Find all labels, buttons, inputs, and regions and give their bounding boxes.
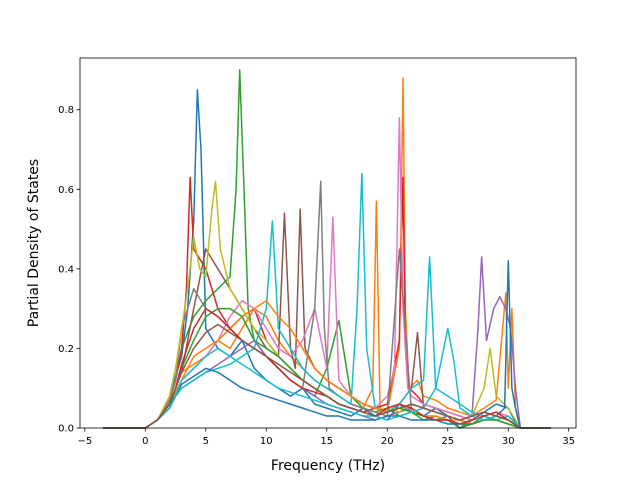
y-tick-label: 0.4 [58,264,74,275]
x-tick-label: 20 [381,436,394,447]
x-tick-label: 5 [203,436,209,447]
series-line-16 [102,323,551,429]
x-tick-label: 25 [441,436,454,447]
y-tick-label: 0.6 [58,185,74,196]
x-tick-label: 30 [502,436,515,447]
x-tick-label: 15 [320,436,333,447]
series-line-10 [102,172,551,429]
x-tick-label: 0 [142,436,148,447]
series-line-15 [102,327,551,429]
y-tick-label: 0.0 [58,424,74,435]
series-line-12 [102,299,551,429]
y-tick-label: 0.2 [58,344,74,355]
y-axis-label: Partial Density of States [26,159,42,327]
x-axis-ticks: −5 0 5 10 15 20 25 30 35 [77,428,575,447]
x-tick-label: −5 [77,436,92,447]
x-tick-label: 10 [260,436,273,447]
series-layer [102,69,551,429]
y-axis-ticks: 0.0 0.2 0.4 0.6 0.8 [58,105,80,435]
plot-area [79,57,577,429]
axes-frame [79,57,577,429]
x-axis-label: Frequency (THz) [271,458,385,474]
y-tick-label: 0.8 [58,105,74,116]
x-tick-label: 35 [562,436,575,447]
